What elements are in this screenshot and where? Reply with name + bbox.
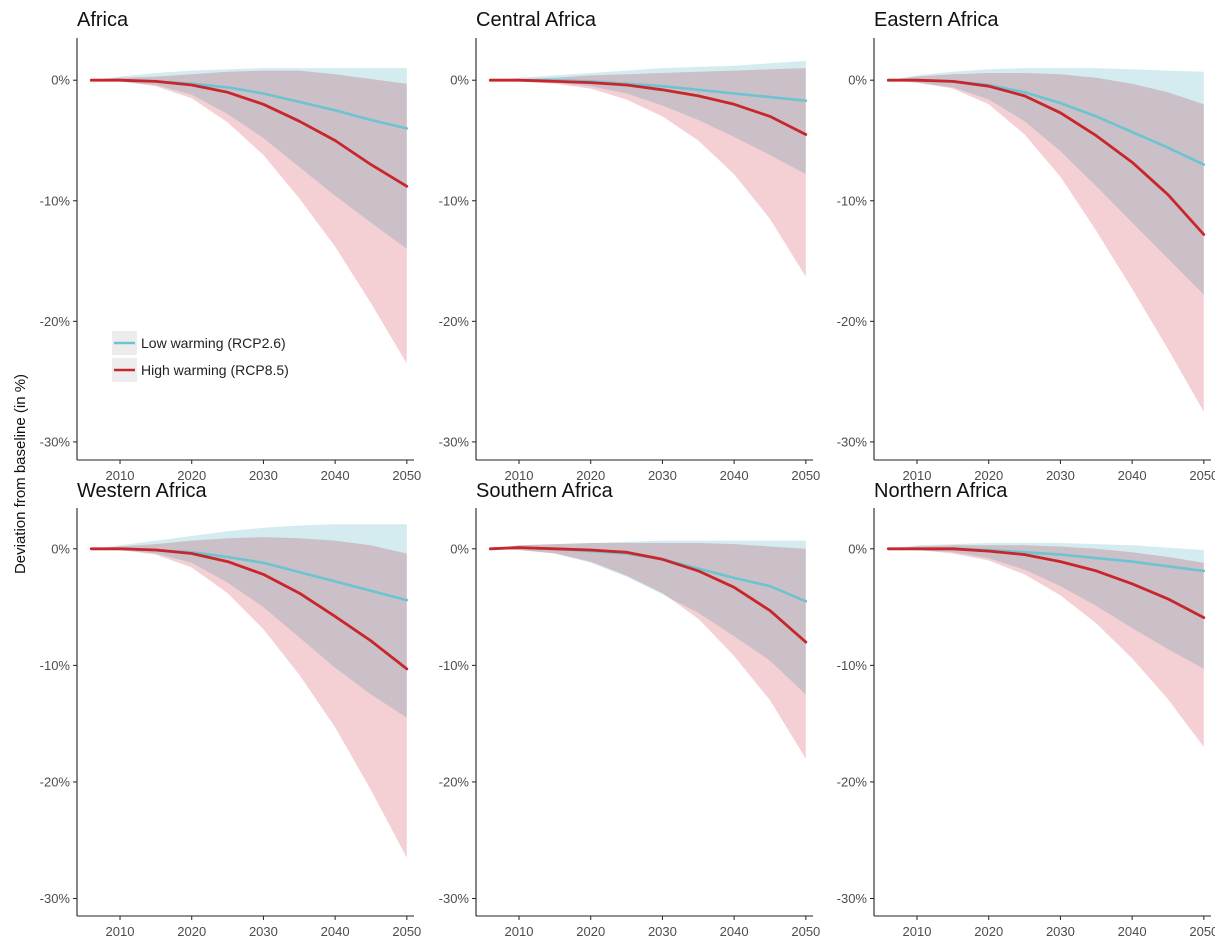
high-warming-band (888, 73, 1204, 412)
x-tick-label: 2010 (903, 924, 932, 939)
y-axis-title: Deviation from baseline (in %) (12, 374, 29, 574)
y-tick-label: -10% (40, 658, 71, 673)
y-tick-label: 0% (848, 73, 867, 88)
x-tick-label: 2050 (1189, 468, 1215, 483)
y-tick-label: -10% (837, 658, 868, 673)
x-tick-label: 2020 (177, 924, 206, 939)
high-warming-band (91, 70, 407, 364)
x-tick-label: 2040 (720, 924, 749, 939)
x-tick-label: 2030 (1046, 924, 1075, 939)
legend-label: Low warming (RCP2.6) (141, 335, 286, 351)
panel-2: Eastern Africa 0% -10% -20% -30% 2010 2020 2030… (837, 9, 1215, 483)
legend-label: High warming (RCP8.5) (141, 362, 289, 378)
x-tick-label: 2010 (106, 924, 135, 939)
panel-title: Central Africa (476, 9, 597, 31)
x-tick-label: 2020 (974, 924, 1003, 939)
y-tick-label: -20% (40, 774, 71, 789)
y-tick-label: -30% (40, 434, 71, 449)
legend: Low warming (RCP2.6) High warming (RCP8.5… (112, 331, 289, 382)
panels: Africa 0% -10% -20% -30% 2010 2020 2030 2040 2050… (40, 9, 1215, 939)
x-tick-label: 2020 (576, 924, 605, 939)
x-tick-label: 2030 (1046, 468, 1075, 483)
x-tick-label: 2050 (791, 468, 820, 483)
y-tick-label: -20% (439, 774, 470, 789)
x-tick-label: 2030 (648, 468, 677, 483)
y-tick-label: -20% (40, 314, 71, 329)
x-tick-label: 2030 (249, 468, 278, 483)
high-warming-band (490, 543, 806, 759)
x-tick-label: 2040 (1118, 924, 1147, 939)
panel-title: Eastern Africa (874, 9, 999, 31)
x-tick-label: 2020 (576, 468, 605, 483)
y-tick-label: -20% (439, 314, 470, 329)
x-tick-label: 2030 (648, 924, 677, 939)
x-tick-label: 2040 (1118, 468, 1147, 483)
x-tick-label: 2050 (392, 924, 421, 939)
high-warming-line (89, 78, 409, 188)
high-warming-line (886, 78, 1206, 236)
y-tick-label: 0% (848, 541, 867, 556)
y-tick-label: 0% (450, 73, 469, 88)
high-warming-line (886, 547, 1206, 619)
x-tick-label: 2010 (505, 468, 534, 483)
y-tick-label: 0% (450, 541, 469, 556)
high-warming-line (488, 546, 808, 644)
x-tick-label: 2040 (720, 468, 749, 483)
x-tick-label: 2010 (106, 468, 135, 483)
y-tick-label: -30% (837, 891, 868, 906)
x-tick-label: 2010 (903, 468, 932, 483)
x-tick-label: 2050 (1189, 924, 1215, 939)
y-tick-label: -30% (40, 891, 71, 906)
panel-title: Northern Africa (874, 480, 1008, 502)
x-tick-label: 2020 (177, 468, 206, 483)
high-warming-band (91, 537, 407, 858)
y-tick-label: -20% (837, 314, 868, 329)
high-warming-band (490, 68, 806, 277)
y-tick-label: -20% (837, 774, 868, 789)
y-tick-label: -10% (439, 193, 470, 208)
high-warming-line (488, 78, 808, 136)
panel-4: Southern Africa 0% -10% -20% -30% 2010 2020 203… (439, 480, 821, 939)
panel-3: Western Africa 0% -10% -20% -30% 2010 2020 2030… (40, 480, 422, 939)
panel-title: Africa (77, 9, 129, 31)
y-tick-label: 0% (51, 541, 70, 556)
y-tick-label: -10% (439, 658, 470, 673)
panel-title: Western Africa (77, 480, 208, 502)
y-tick-label: -30% (837, 434, 868, 449)
x-tick-label: 2050 (392, 468, 421, 483)
panel-1: Central Africa 0% -10% -20% -30% 2010 2020 2030… (439, 9, 821, 483)
panel-5: Northern Africa 0% -10% -20% -30% 2010 2020 203… (837, 480, 1215, 939)
y-tick-label: -30% (439, 434, 470, 449)
y-tick-label: -30% (439, 891, 470, 906)
panel-title: Southern Africa (476, 480, 614, 502)
high-warming-band (888, 545, 1204, 747)
y-tick-label: -10% (40, 193, 71, 208)
y-tick-label: 0% (51, 73, 70, 88)
x-tick-label: 2040 (321, 468, 350, 483)
x-tick-label: 2030 (249, 924, 278, 939)
x-tick-label: 2050 (791, 924, 820, 939)
panel-0: Africa 0% -10% -20% -30% 2010 2020 2030 2040 2050… (40, 9, 422, 483)
high-warming-line (89, 547, 409, 671)
x-tick-label: 2020 (974, 468, 1003, 483)
y-tick-label: -10% (837, 193, 868, 208)
x-tick-label: 2010 (505, 924, 534, 939)
x-tick-label: 2040 (321, 924, 350, 939)
